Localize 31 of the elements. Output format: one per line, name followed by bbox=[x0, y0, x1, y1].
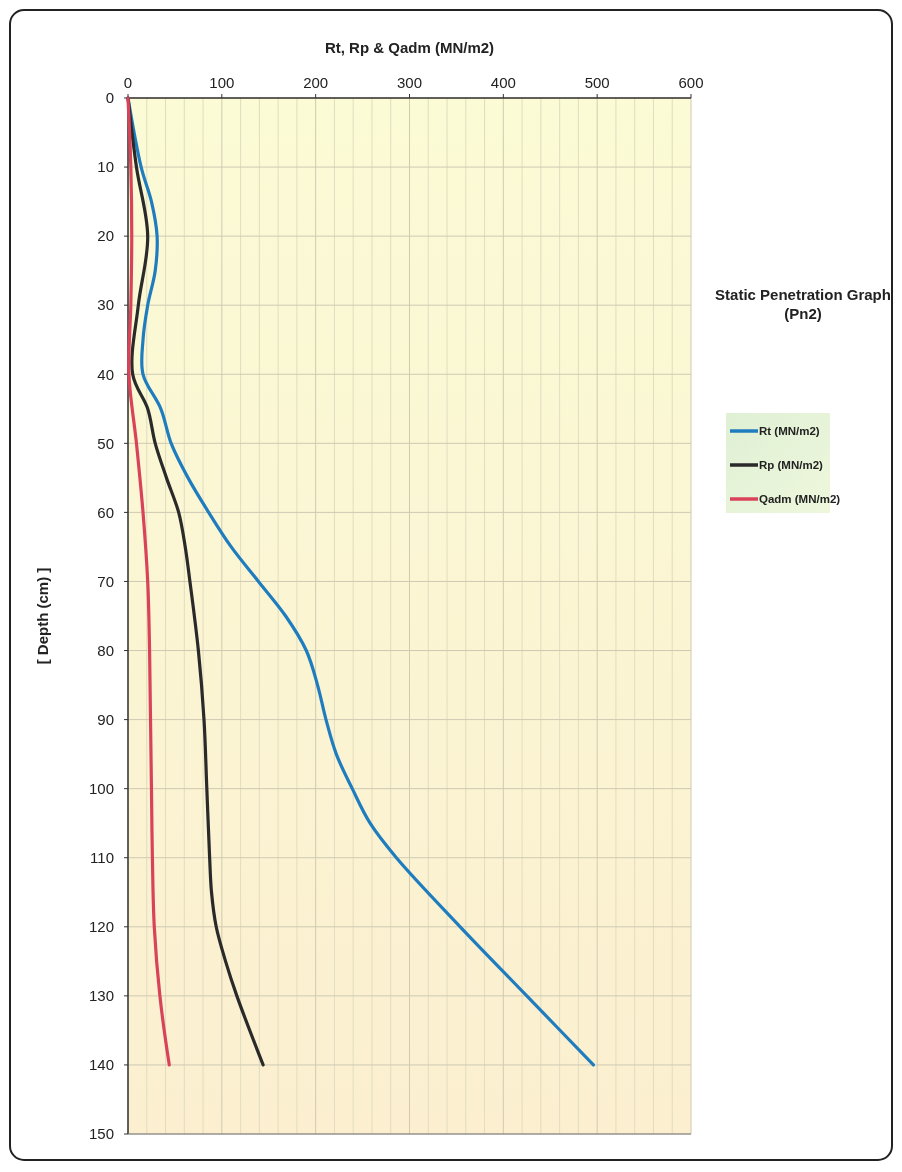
y-tick-label: 140 bbox=[88, 1056, 114, 1074]
legend-label: Qadm (MN/m2) bbox=[759, 493, 841, 506]
text: Static Penetration Graph (Pn2) bbox=[715, 286, 891, 322]
y-tick-label: 30 bbox=[97, 296, 114, 314]
y-tick-label: 80 bbox=[97, 641, 114, 659]
x-tick-label: 200 bbox=[303, 74, 329, 91]
legend-label: Rt (MN/m2) bbox=[759, 425, 820, 438]
y-tick-label: 20 bbox=[97, 227, 114, 245]
x-tick-label: 500 bbox=[584, 74, 610, 91]
y-tick-label: 90 bbox=[97, 710, 114, 728]
line-series bbox=[126, 96, 596, 1067]
y-tick-label: 130 bbox=[88, 987, 114, 1005]
legend-label: Rp (MN/m2) bbox=[759, 459, 824, 472]
y-tick-label: 60 bbox=[97, 503, 114, 521]
y-tick-label: 100 bbox=[88, 779, 114, 797]
line-series bbox=[126, 96, 171, 1067]
y-tick-label: 50 bbox=[97, 434, 114, 452]
x-tick-label: 400 bbox=[490, 74, 516, 91]
x-tick-label: 300 bbox=[396, 74, 423, 91]
y-tick-label: 70 bbox=[97, 572, 114, 590]
y-tick-label: 150 bbox=[88, 1125, 114, 1143]
x-tick-label: 600 bbox=[678, 74, 704, 91]
y-tick-label: 0 bbox=[105, 89, 114, 107]
y-tick-label: 40 bbox=[97, 365, 114, 383]
y-tick-label: 120 bbox=[88, 918, 114, 936]
x-axis-title: Rt, Rp & Qadm (MN/m2) bbox=[324, 39, 495, 56]
x-tick-label: 0 bbox=[123, 74, 133, 91]
x-tick-label: 100 bbox=[209, 74, 235, 91]
y-tick-label: 110 bbox=[90, 848, 114, 866]
y-axis-title: [ Depth (cm) ] bbox=[34, 567, 51, 665]
y-tick-label: 10 bbox=[97, 158, 114, 176]
